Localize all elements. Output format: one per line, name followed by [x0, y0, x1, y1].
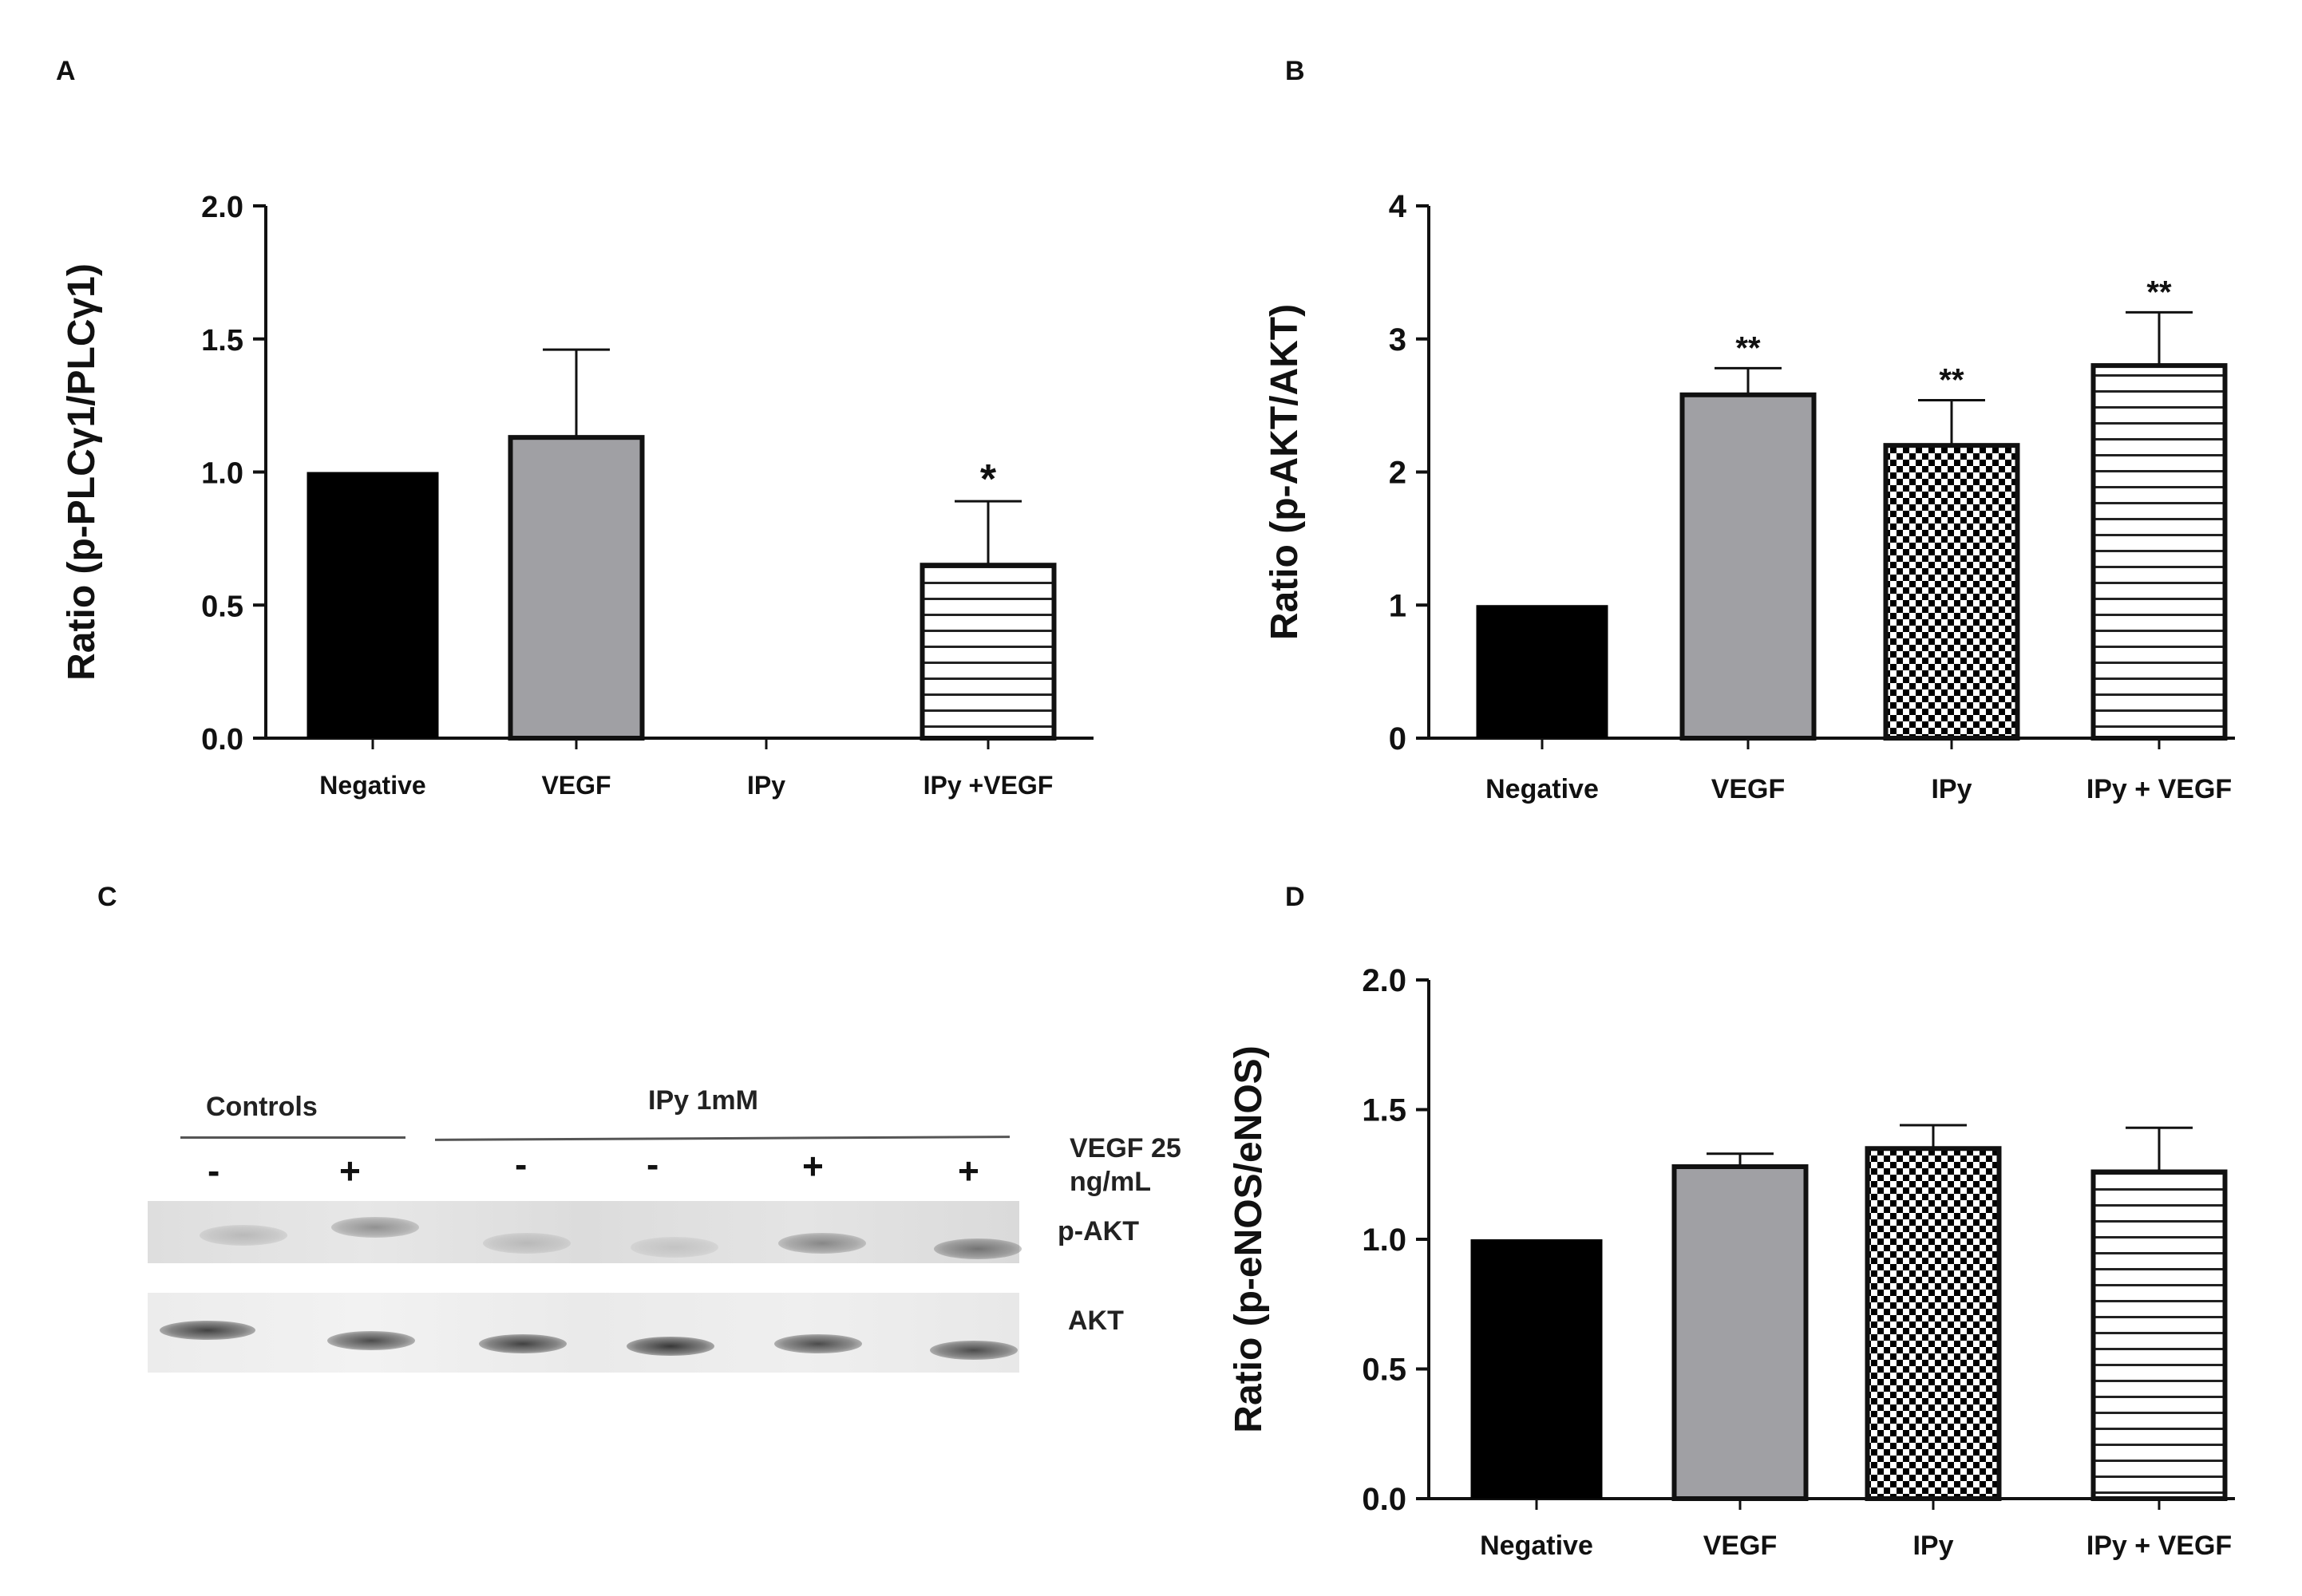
category-label: Negative — [1480, 1531, 1593, 1561]
chart-a: 0.0 0.5 1.0 1.5 2.0 Negative VEGF IPy * IPy +VEGF… — [61, 191, 1094, 800]
y-tick-label: 0.0 — [1362, 1482, 1406, 1517]
y-tick-label: 0 — [1389, 721, 1406, 757]
y-tick-label: 1.5 — [1362, 1093, 1406, 1128]
category-label: IPy +VEGF — [924, 771, 1054, 800]
bar-negative — [1476, 605, 1608, 738]
panel-letter-b: B — [1285, 56, 1305, 86]
bar-ipy-vegf — [2090, 363, 2228, 741]
y-tick-label: 3 — [1389, 322, 1406, 358]
y-tick-label: 2.0 — [1362, 963, 1406, 998]
category-label: IPy — [747, 771, 785, 800]
category-label: IPy — [1912, 1531, 1953, 1561]
y-tick-label: 1 — [1389, 588, 1406, 623]
y-tick-label: 0.5 — [1362, 1353, 1406, 1388]
y-tick-label: 1.0 — [1362, 1223, 1406, 1258]
chart-d: 0.0 0.5 1.0 1.5 2.0 Negative VEGF IPy IPy + VEGF… — [1228, 963, 2235, 1561]
panel-letter-d: D — [1285, 882, 1305, 912]
category-label: VEGF — [1703, 1531, 1778, 1561]
akt-band — [930, 1341, 1018, 1360]
bar-ipy-vegf — [920, 563, 1057, 741]
y-axis-label: Ratio (p-eNOS/eNOS) — [1228, 1045, 1270, 1432]
y-tick-label: 1.0 — [201, 457, 243, 491]
lane-5-sign: + — [802, 1145, 824, 1187]
y-axis-label: Ratio (p-AKT/AKT) — [1264, 304, 1306, 640]
category-label: VEGF — [1711, 774, 1786, 804]
controls-label: Controls — [206, 1092, 318, 1122]
controls-rule — [180, 1136, 405, 1139]
y-tick-label: 2 — [1389, 456, 1406, 491]
p-akt-band — [200, 1225, 287, 1246]
y-tick-label: 0.5 — [201, 590, 243, 623]
y-axis-label: Ratio (p-PLCγ1/PLCγ1) — [61, 263, 103, 681]
bar-vegf — [1679, 392, 1817, 741]
category-label: Negative — [319, 771, 425, 800]
y-tick-label: 4 — [1389, 189, 1407, 224]
y-tick-label: 2.0 — [201, 191, 243, 224]
p-akt-row-label: p-AKT — [1058, 1216, 1139, 1246]
y-tick-label: 0.0 — [201, 723, 243, 757]
bar-vegf — [508, 435, 645, 741]
p-akt-band — [483, 1233, 571, 1254]
lane-3-sign: - — [515, 1144, 528, 1185]
significance-marker: ** — [2146, 275, 2172, 310]
p-akt-band — [934, 1238, 1022, 1259]
significance-marker: ** — [1939, 362, 1964, 397]
bar-ipy — [1883, 443, 2020, 741]
bar-negative — [1470, 1239, 1603, 1499]
panel-letter-a: A — [56, 56, 76, 86]
lane-1-sign: - — [208, 1150, 220, 1191]
bar-ipy — [1865, 1146, 2002, 1501]
category-label: IPy — [1931, 774, 1972, 804]
p-akt-strip — [148, 1201, 1019, 1263]
chart-b: 0 1 2 3 4 Negative ** VEGF ** IPy ** IPy + VEGF Rati… — [1264, 189, 2235, 804]
vegf-label-line1: VEGF 25 — [1070, 1133, 1181, 1163]
bar-negative — [307, 472, 439, 738]
category-label: IPy + VEGF — [2086, 1531, 2232, 1561]
p-akt-band — [631, 1237, 718, 1258]
significance-marker: ** — [1735, 330, 1761, 365]
category-label: IPy + VEGF — [2086, 774, 2232, 804]
p-akt-band — [778, 1233, 866, 1254]
lane-6-sign: + — [958, 1150, 979, 1191]
bar-vegf — [1671, 1164, 1809, 1501]
vegf-label-line2: ng/mL — [1070, 1167, 1151, 1197]
akt-band — [327, 1331, 415, 1350]
significance-marker: * — [980, 456, 997, 503]
panel-letter-c: C — [97, 882, 117, 912]
bar-ipy-vegf — [2090, 1169, 2228, 1501]
category-label: Negative — [1485, 774, 1599, 804]
category-label: VEGF — [541, 771, 611, 800]
akt-row-label: AKT — [1068, 1306, 1124, 1336]
y-tick-label: 1.5 — [201, 324, 243, 358]
lane-4-sign: - — [647, 1144, 659, 1185]
akt-band — [774, 1334, 862, 1353]
p-akt-band — [331, 1217, 419, 1238]
akt-strip — [148, 1293, 1019, 1373]
lane-2-sign: + — [339, 1150, 361, 1191]
ipy-label: IPy 1mM — [648, 1085, 758, 1116]
akt-band — [160, 1321, 255, 1340]
akt-band — [479, 1334, 567, 1353]
akt-band — [627, 1337, 714, 1356]
